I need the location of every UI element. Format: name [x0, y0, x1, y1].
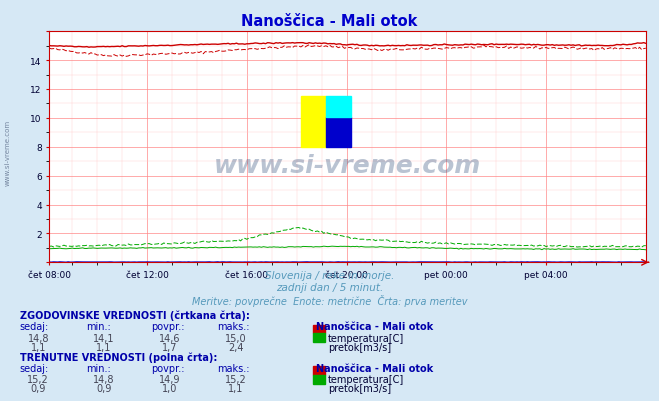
Text: zadnji dan / 5 minut.: zadnji dan / 5 minut. [276, 283, 383, 293]
Text: pretok[m3/s]: pretok[m3/s] [328, 383, 391, 393]
Text: maks.:: maks.: [217, 363, 250, 373]
Text: pretok[m3/s]: pretok[m3/s] [328, 342, 391, 352]
Text: 14,8: 14,8 [94, 375, 115, 385]
Text: 2,4: 2,4 [228, 342, 244, 352]
Text: temperatura[C]: temperatura[C] [328, 333, 405, 343]
Bar [301, 97, 326, 148]
Text: 1,0: 1,0 [162, 383, 178, 393]
Text: 15,0: 15,0 [225, 333, 246, 343]
Text: 15,2: 15,2 [27, 375, 49, 385]
Text: 1,1: 1,1 [30, 342, 46, 352]
Text: min.:: min.: [86, 322, 111, 332]
Text: Nanoščica - Mali otok: Nanoščica - Mali otok [316, 363, 434, 373]
Text: Nanoščica - Mali otok: Nanoščica - Mali otok [241, 14, 418, 29]
Text: www.si-vreme.com: www.si-vreme.com [5, 119, 11, 185]
Text: sedaj:: sedaj: [20, 322, 49, 332]
Text: TRENUTNE VREDNOSTI (polna črta):: TRENUTNE VREDNOSTI (polna črta): [20, 352, 217, 363]
Text: 14,1: 14,1 [94, 333, 115, 343]
Text: maks.:: maks.: [217, 322, 250, 332]
Text: 0,9: 0,9 [96, 383, 112, 393]
Text: ZGODOVINSKE VREDNOSTI (črtkana črta):: ZGODOVINSKE VREDNOSTI (črtkana črta): [20, 310, 250, 320]
Text: www.si-vreme.com: www.si-vreme.com [214, 154, 481, 178]
Text: povpr.:: povpr.: [152, 363, 185, 373]
Text: 14,8: 14,8 [28, 333, 49, 343]
Text: 1,7: 1,7 [162, 342, 178, 352]
Bar [326, 97, 351, 117]
Bar [326, 117, 351, 148]
Text: min.:: min.: [86, 363, 111, 373]
Text: 14,9: 14,9 [159, 375, 181, 385]
Text: 14,6: 14,6 [159, 333, 181, 343]
Text: 1,1: 1,1 [96, 342, 112, 352]
Text: Slovenija / reke in morje.: Slovenija / reke in morje. [265, 271, 394, 281]
Text: 0,9: 0,9 [30, 383, 46, 393]
Text: Meritve: povprečne  Enote: metrične  Črta: prva meritev: Meritve: povprečne Enote: metrične Črta:… [192, 295, 467, 307]
Text: Nanoščica - Mali otok: Nanoščica - Mali otok [316, 322, 434, 332]
Text: povpr.:: povpr.: [152, 322, 185, 332]
Text: sedaj:: sedaj: [20, 363, 49, 373]
Text: temperatura[C]: temperatura[C] [328, 375, 405, 385]
Text: 1,1: 1,1 [228, 383, 244, 393]
Text: 15,2: 15,2 [225, 375, 247, 385]
